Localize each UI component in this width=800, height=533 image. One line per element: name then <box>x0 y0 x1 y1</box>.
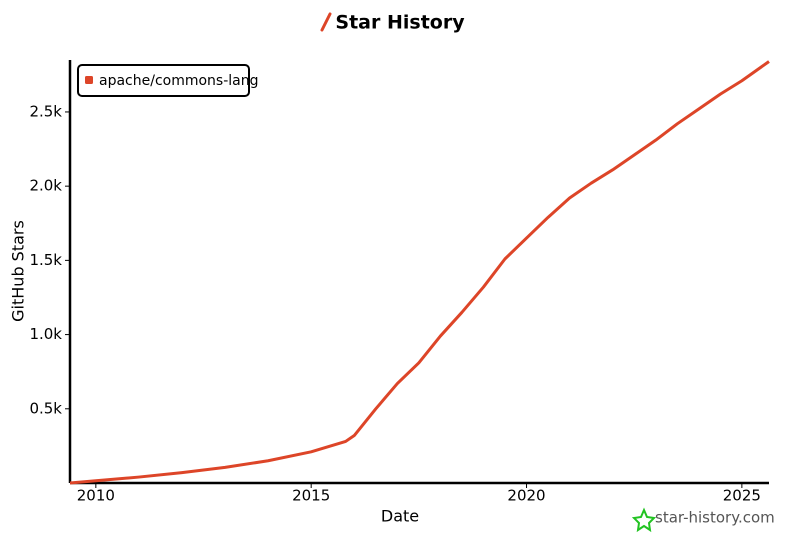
legend-label: apache/commons-lang <box>99 73 259 89</box>
y-tick-label: 2.5k <box>29 102 62 120</box>
legend-box <box>77 64 250 97</box>
chart-title: Star History <box>335 12 465 34</box>
logo <box>320 12 332 32</box>
y-tick-label: 0.5k <box>29 399 62 417</box>
x-tick-label: 2015 <box>292 487 330 505</box>
y-tick-label: 1.0k <box>29 325 62 343</box>
x-tick-label: 2010 <box>77 487 115 505</box>
y-tick-label: 1.5k <box>29 251 62 269</box>
x-axis-label: Date <box>381 507 419 526</box>
line <box>69 60 770 485</box>
legend-swatch <box>85 76 93 84</box>
x-tick-label: 2025 <box>723 487 761 505</box>
watermark-icon <box>631 507 657 533</box>
watermark: star-history.com <box>655 509 775 527</box>
y-axis-label: GitHub Stars <box>9 220 28 322</box>
y-tick-label: 2.0k <box>29 177 62 195</box>
x-tick-label: 2020 <box>507 487 545 505</box>
